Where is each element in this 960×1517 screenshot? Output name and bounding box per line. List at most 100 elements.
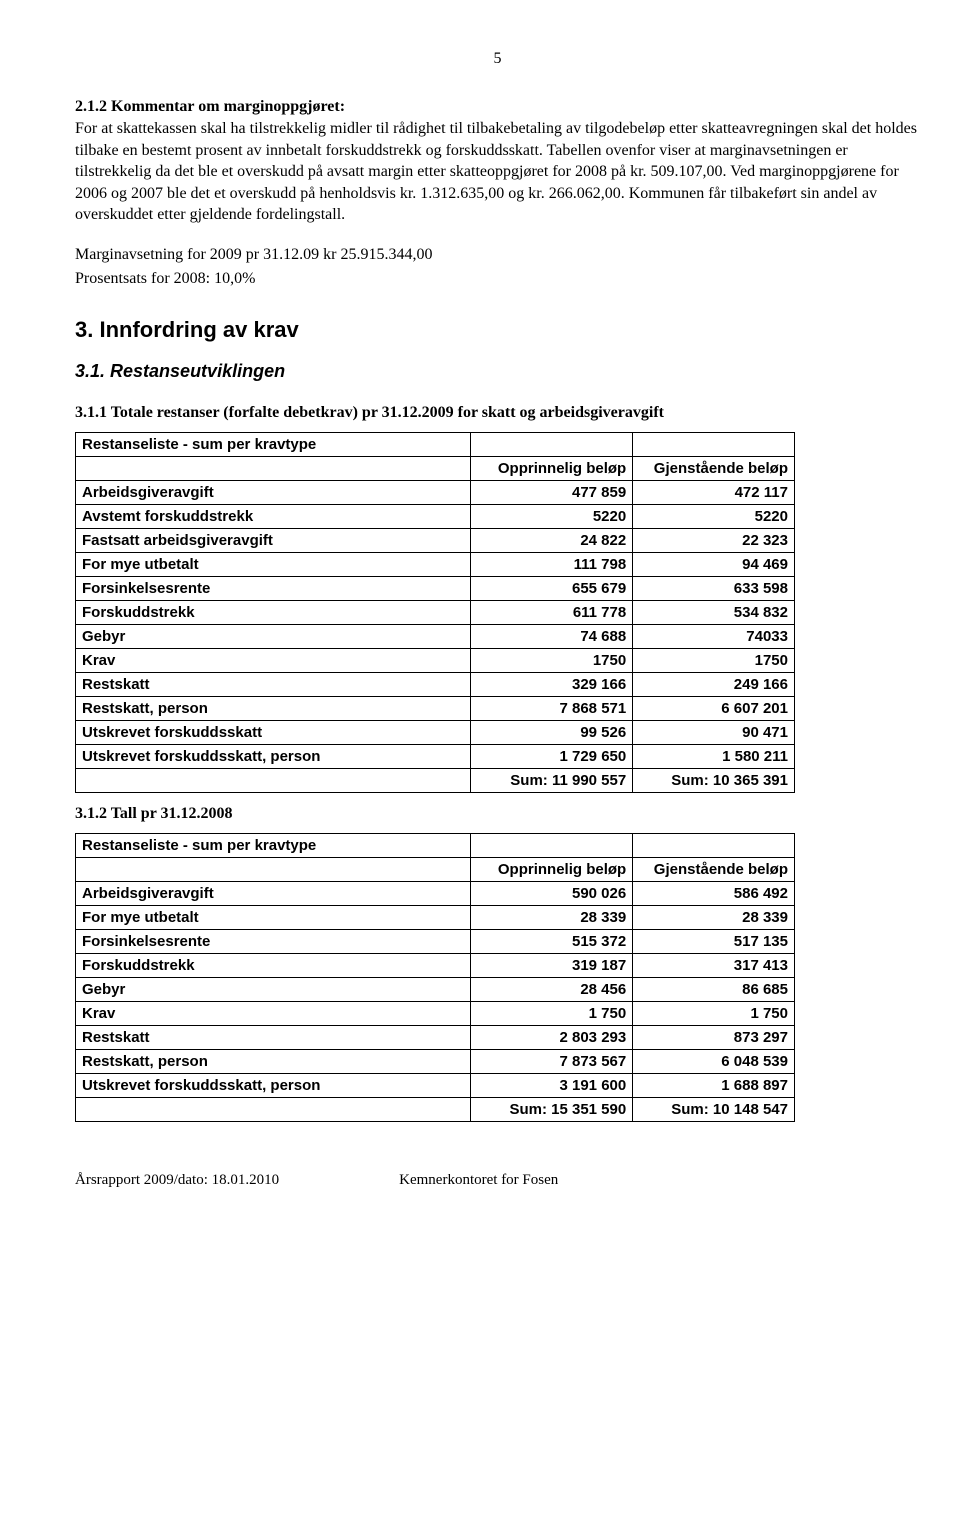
row-c2: 6 607 201 (633, 697, 795, 721)
row-c2: 1 688 897 (633, 1074, 795, 1098)
row-c2: 633 598 (633, 577, 795, 601)
row-label: Krav (76, 649, 471, 673)
row-c2: 22 323 (633, 529, 795, 553)
row-c2: 249 166 (633, 673, 795, 697)
row-label: Restskatt, person (76, 697, 471, 721)
table-row: Arbeidsgiveravgift590 026586 492 (76, 882, 795, 906)
row-c1: 99 526 (471, 721, 633, 745)
table2-blank-label (76, 858, 471, 882)
row-label: Krav (76, 1002, 471, 1026)
table-row: Fastsatt arbeidsgiveravgift24 82222 323 (76, 529, 795, 553)
row-c2: 28 339 (633, 906, 795, 930)
row-label: Restskatt, person (76, 1050, 471, 1074)
row-label: Arbeidsgiveravgift (76, 481, 471, 505)
table2-col1-header: Opprinnelig beløp (471, 858, 633, 882)
row-c1: 1 729 650 (471, 745, 633, 769)
row-label: Gebyr (76, 625, 471, 649)
row-c2: 1 750 (633, 1002, 795, 1026)
table-row: Gebyr28 45686 685 (76, 978, 795, 1002)
table1-empty2 (633, 433, 795, 457)
table1-title: Restanseliste - sum per kravtype (76, 433, 471, 457)
heading-3-1-1: 3.1.1 Totale restanser (forfalte debetkr… (75, 404, 920, 422)
row-c1: 1750 (471, 649, 633, 673)
row-label: Utskrevet forskuddsskatt, person (76, 1074, 471, 1098)
row-label: Restskatt (76, 673, 471, 697)
table2-sum-label (76, 1098, 471, 1122)
table-row: Restskatt2 803 293873 297 (76, 1026, 795, 1050)
row-c2: 1 580 211 (633, 745, 795, 769)
row-c1: 7 868 571 (471, 697, 633, 721)
table1-empty1 (471, 433, 633, 457)
row-c1: 24 822 (471, 529, 633, 553)
row-c1: 515 372 (471, 930, 633, 954)
table-row: Forsinkelsesrente655 679633 598 (76, 577, 795, 601)
table-row: Utskrevet forskuddsskatt, person3 191 60… (76, 1074, 795, 1098)
row-c1: 74 688 (471, 625, 633, 649)
row-c1: 477 859 (471, 481, 633, 505)
table2-title: Restanseliste - sum per kravtype (76, 834, 471, 858)
table-row: Forsinkelsesrente515 372517 135 (76, 930, 795, 954)
row-c2: 317 413 (633, 954, 795, 978)
para-2-1-2: For at skattekassen skal ha tilstrekkeli… (75, 118, 920, 226)
row-label: Fastsatt arbeidsgiveravgift (76, 529, 471, 553)
row-c1: 1 750 (471, 1002, 633, 1026)
row-c2: 86 685 (633, 978, 795, 1002)
row-c2: 6 048 539 (633, 1050, 795, 1074)
row-c2: 873 297 (633, 1026, 795, 1050)
table1-sum-c1: Sum: 11 990 557 (471, 769, 633, 793)
row-label: Avstemt forskuddstrekk (76, 505, 471, 529)
row-c1: 111 798 (471, 553, 633, 577)
row-c1: 3 191 600 (471, 1074, 633, 1098)
table-restanser-2009: Restanseliste - sum per kravtype Opprinn… (75, 432, 795, 793)
row-label: For mye utbetalt (76, 553, 471, 577)
table2-empty2 (633, 834, 795, 858)
table-row: Forskuddstrekk319 187317 413 (76, 954, 795, 978)
row-c1: 7 873 567 (471, 1050, 633, 1074)
table-row: Avstemt forskuddstrekk52205220 (76, 505, 795, 529)
table1-blank-label (76, 457, 471, 481)
table-row: Restskatt, person7 868 5716 607 201 (76, 697, 795, 721)
row-label: Forskuddstrekk (76, 601, 471, 625)
table-row: For mye utbetalt28 33928 339 (76, 906, 795, 930)
table2-sum-c2: Sum: 10 148 547 (633, 1098, 795, 1122)
row-label: For mye utbetalt (76, 906, 471, 930)
row-c1: 2 803 293 (471, 1026, 633, 1050)
table2-col2-header: Gjenstående beløp (633, 858, 795, 882)
margin-line: Marginavsetning for 2009 pr 31.12.09 kr … (75, 244, 920, 266)
heading-3-1: 3.1. Restanseutviklingen (75, 361, 920, 382)
table-row: Arbeidsgiveravgift477 859472 117 (76, 481, 795, 505)
row-c2: 534 832 (633, 601, 795, 625)
heading-3-1-2: 3.1.2 Tall pr 31.12.2008 (75, 805, 920, 823)
row-c2: 472 117 (633, 481, 795, 505)
table1-col1-header: Opprinnelig beløp (471, 457, 633, 481)
table-restanser-2008: Restanseliste - sum per kravtype Opprinn… (75, 833, 795, 1122)
row-c1: 590 026 (471, 882, 633, 906)
footer-right: Kemnerkontoret for Fosen (399, 1172, 558, 1189)
table-row: Utskrevet forskuddsskatt99 52690 471 (76, 721, 795, 745)
table-row: Restskatt329 166249 166 (76, 673, 795, 697)
row-c1: 28 339 (471, 906, 633, 930)
row-c2: 94 469 (633, 553, 795, 577)
table1-col2-header: Gjenstående beløp (633, 457, 795, 481)
row-c2: 586 492 (633, 882, 795, 906)
table-row: Restskatt, person7 873 5676 048 539 (76, 1050, 795, 1074)
table-row: Krav1 7501 750 (76, 1002, 795, 1026)
row-label: Utskrevet forskuddsskatt, person (76, 745, 471, 769)
row-label: Utskrevet forskuddsskatt (76, 721, 471, 745)
row-c1: 611 778 (471, 601, 633, 625)
row-c1: 319 187 (471, 954, 633, 978)
prosent-line: Prosentsats for 2008: 10,0% (75, 268, 920, 290)
table-row: Gebyr74 68874033 (76, 625, 795, 649)
row-c2: 90 471 (633, 721, 795, 745)
row-label: Restskatt (76, 1026, 471, 1050)
heading-2-1-2: 2.1.2 Kommentar om marginoppgjøret: (75, 98, 920, 116)
row-label: Forsinkelsesrente (76, 930, 471, 954)
row-label: Forsinkelsesrente (76, 577, 471, 601)
row-c1: 329 166 (471, 673, 633, 697)
table1-sum-label (76, 769, 471, 793)
footer-left: Årsrapport 2009/dato: 18.01.2010 (75, 1172, 279, 1189)
row-label: Forskuddstrekk (76, 954, 471, 978)
table-row: Krav17501750 (76, 649, 795, 673)
row-c1: 5220 (471, 505, 633, 529)
footer: Årsrapport 2009/dato: 18.01.2010 Kemnerk… (75, 1172, 920, 1189)
